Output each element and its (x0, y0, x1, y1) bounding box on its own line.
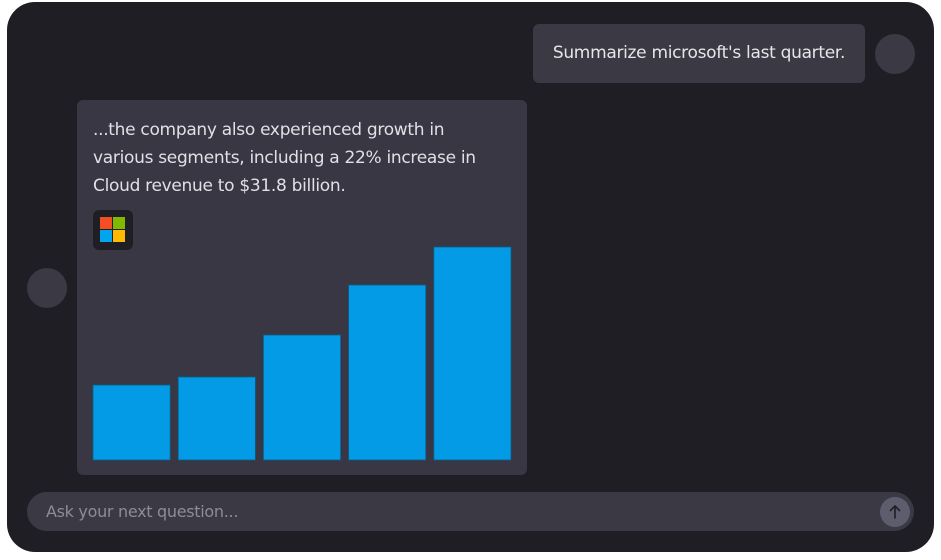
send-button[interactable] (880, 497, 910, 527)
logo-icon (100, 217, 125, 242)
user-message: Summarize microsoft's last quarter. (533, 24, 865, 83)
user-avatar (875, 34, 915, 74)
microsoft-logo (93, 210, 133, 250)
question-input[interactable] (27, 492, 914, 531)
assistant-text: ...the company also experienced growth i… (93, 120, 476, 196)
send-icon (889, 505, 901, 519)
assistant-avatar (27, 268, 67, 308)
input-placeholder: Ask your next question... (46, 502, 239, 521)
